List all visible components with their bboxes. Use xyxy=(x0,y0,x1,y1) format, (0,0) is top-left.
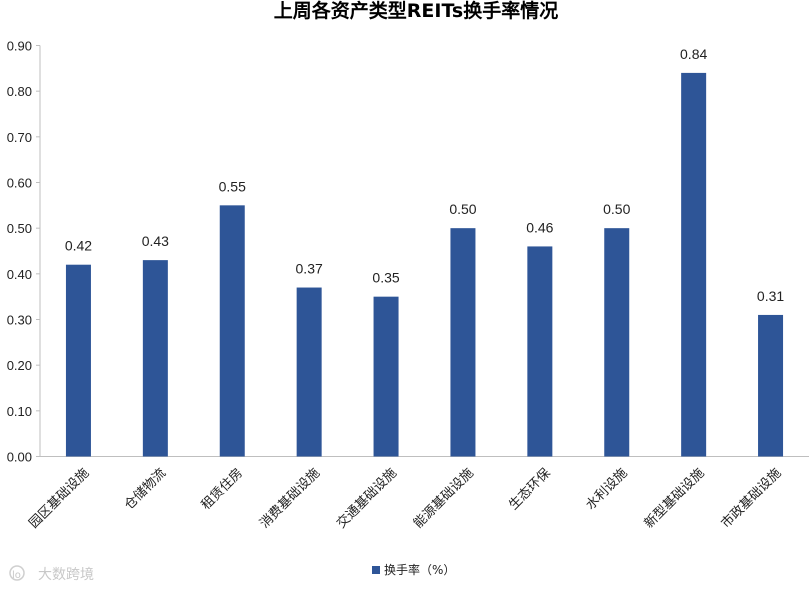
bar xyxy=(296,287,322,457)
x-tick-label: 能源基础设施 xyxy=(411,466,477,532)
y-tick-label: 0.60 xyxy=(7,176,32,191)
data-label: 0.46 xyxy=(526,219,553,235)
bar-series xyxy=(65,72,784,457)
y-tick-label: 0.50 xyxy=(7,221,32,236)
bar xyxy=(65,264,91,457)
watermark-text: 大数跨境 xyxy=(38,567,94,583)
y-tick-label: 0.70 xyxy=(7,130,32,145)
y-tick-label: 0.80 xyxy=(7,84,32,99)
bar xyxy=(681,72,707,457)
data-label: 0.31 xyxy=(757,288,784,304)
y-axis: 0.00 0.10 0.20 0.30 0.40 0.50 0.60 0.70 0.80 0.90 xyxy=(7,39,41,465)
y-tick-label: 0.20 xyxy=(7,358,32,373)
y-tick-label: 0.90 xyxy=(7,39,32,54)
x-tick-label: 生态环保 xyxy=(506,466,553,513)
watermark-logo-icon xyxy=(9,565,25,581)
y-tick-label: 0.40 xyxy=(7,267,32,282)
legend-swatch xyxy=(372,566,380,574)
y-tick-label: 0.30 xyxy=(7,313,32,328)
data-label: 0.50 xyxy=(603,201,630,217)
x-tick-label: 租赁住房 xyxy=(198,465,246,513)
x-tick-label: 水利设施 xyxy=(583,466,630,513)
bar xyxy=(527,246,553,457)
data-label: 0.84 xyxy=(680,46,707,62)
legend-label: 换手率（%） xyxy=(384,562,455,577)
chart-title: 上周各资产类型REITs换手率情况 xyxy=(274,0,558,22)
x-tick-label: 园区基础设施 xyxy=(27,466,93,532)
data-label: 0.35 xyxy=(372,270,399,286)
bar xyxy=(758,314,784,457)
legend: 换手率（%） xyxy=(372,562,455,577)
data-labels: 0.42 0.43 0.55 0.37 0.35 0.50 0.46 0.50 0.84 0.31 xyxy=(65,46,785,304)
x-axis: 园区基础设施 仓储物流 租赁住房 消费基础设施 交通基础设施 能源基础设施 生态环保 水利设施… xyxy=(27,456,809,532)
data-label: 0.43 xyxy=(142,233,169,249)
y-tick-label: 0.00 xyxy=(7,450,32,465)
bar xyxy=(142,260,168,457)
bar xyxy=(450,228,476,457)
x-tick-label: 仓储物流 xyxy=(122,466,169,513)
bar xyxy=(219,205,245,457)
x-tick-label: 新型基础设施 xyxy=(641,465,707,531)
x-tick-label: 市政基础设施 xyxy=(718,465,784,531)
y-tick-label: 0.10 xyxy=(7,404,32,419)
data-label: 0.42 xyxy=(65,238,92,254)
data-label: 0.55 xyxy=(219,178,246,194)
bar xyxy=(604,228,630,457)
watermark-logo-text: lo xyxy=(12,570,21,581)
x-tick-label: 消费基础设施 xyxy=(257,466,323,532)
watermark: lo 大数跨境 xyxy=(9,565,94,583)
bar xyxy=(373,296,399,457)
data-label: 0.37 xyxy=(296,261,323,277)
data-label: 0.50 xyxy=(449,201,476,217)
x-tick-label: 交通基础设施 xyxy=(333,465,399,531)
